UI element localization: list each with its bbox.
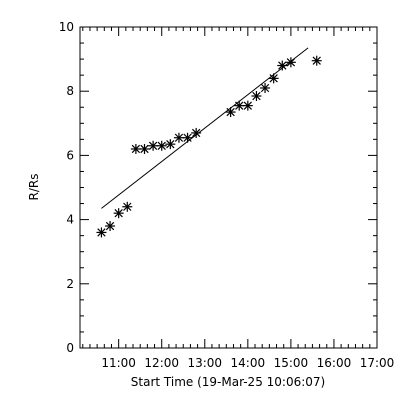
data-point <box>173 132 184 143</box>
y-tick-label: 0 <box>66 341 74 355</box>
x-tick-label: 14:00 <box>231 356 266 370</box>
data-point <box>182 132 193 143</box>
fit-line <box>101 47 309 209</box>
x-tick-label: 13:00 <box>187 356 222 370</box>
data-point <box>225 107 236 118</box>
x-tick-label: 12:00 <box>144 356 179 370</box>
data-point <box>242 100 253 111</box>
y-axis-title: R/Rs <box>27 174 41 201</box>
data-point <box>130 143 141 154</box>
data-point <box>285 57 296 68</box>
y-tick-label: 10 <box>59 20 74 34</box>
points-layer <box>96 55 322 238</box>
y-tick-label: 2 <box>66 277 74 291</box>
data-point <box>251 91 262 102</box>
ticks-layer: 11:00 12:00 13:00 14:00 15:00 16:00 17:00 0 2 4 6 8… <box>59 20 395 370</box>
x-tick-label: 16:00 <box>317 356 352 370</box>
data-point <box>148 140 159 151</box>
y-tick-label: 8 <box>66 84 74 98</box>
data-point <box>139 143 150 154</box>
data-point <box>96 227 107 238</box>
data-point <box>268 73 279 84</box>
data-point <box>122 201 133 212</box>
y-tick-label: 6 <box>66 148 74 162</box>
x-tick-label: 11:00 <box>101 356 136 370</box>
data-point <box>311 55 322 66</box>
data-point <box>260 82 271 93</box>
y-tick-label: 4 <box>66 213 74 227</box>
x-tick-label: 17:00 <box>360 356 395 370</box>
x-tick-label: 15:00 <box>274 356 309 370</box>
data-point <box>113 208 124 219</box>
data-point <box>234 100 245 111</box>
x-axis-title: Start Time (19-Mar-25 10:06:07) <box>131 375 325 389</box>
data-point <box>105 221 116 232</box>
plot-frame <box>79 26 378 349</box>
data-point <box>191 127 202 138</box>
data-point <box>165 139 176 150</box>
data-point <box>156 140 167 151</box>
data-point <box>277 60 288 71</box>
